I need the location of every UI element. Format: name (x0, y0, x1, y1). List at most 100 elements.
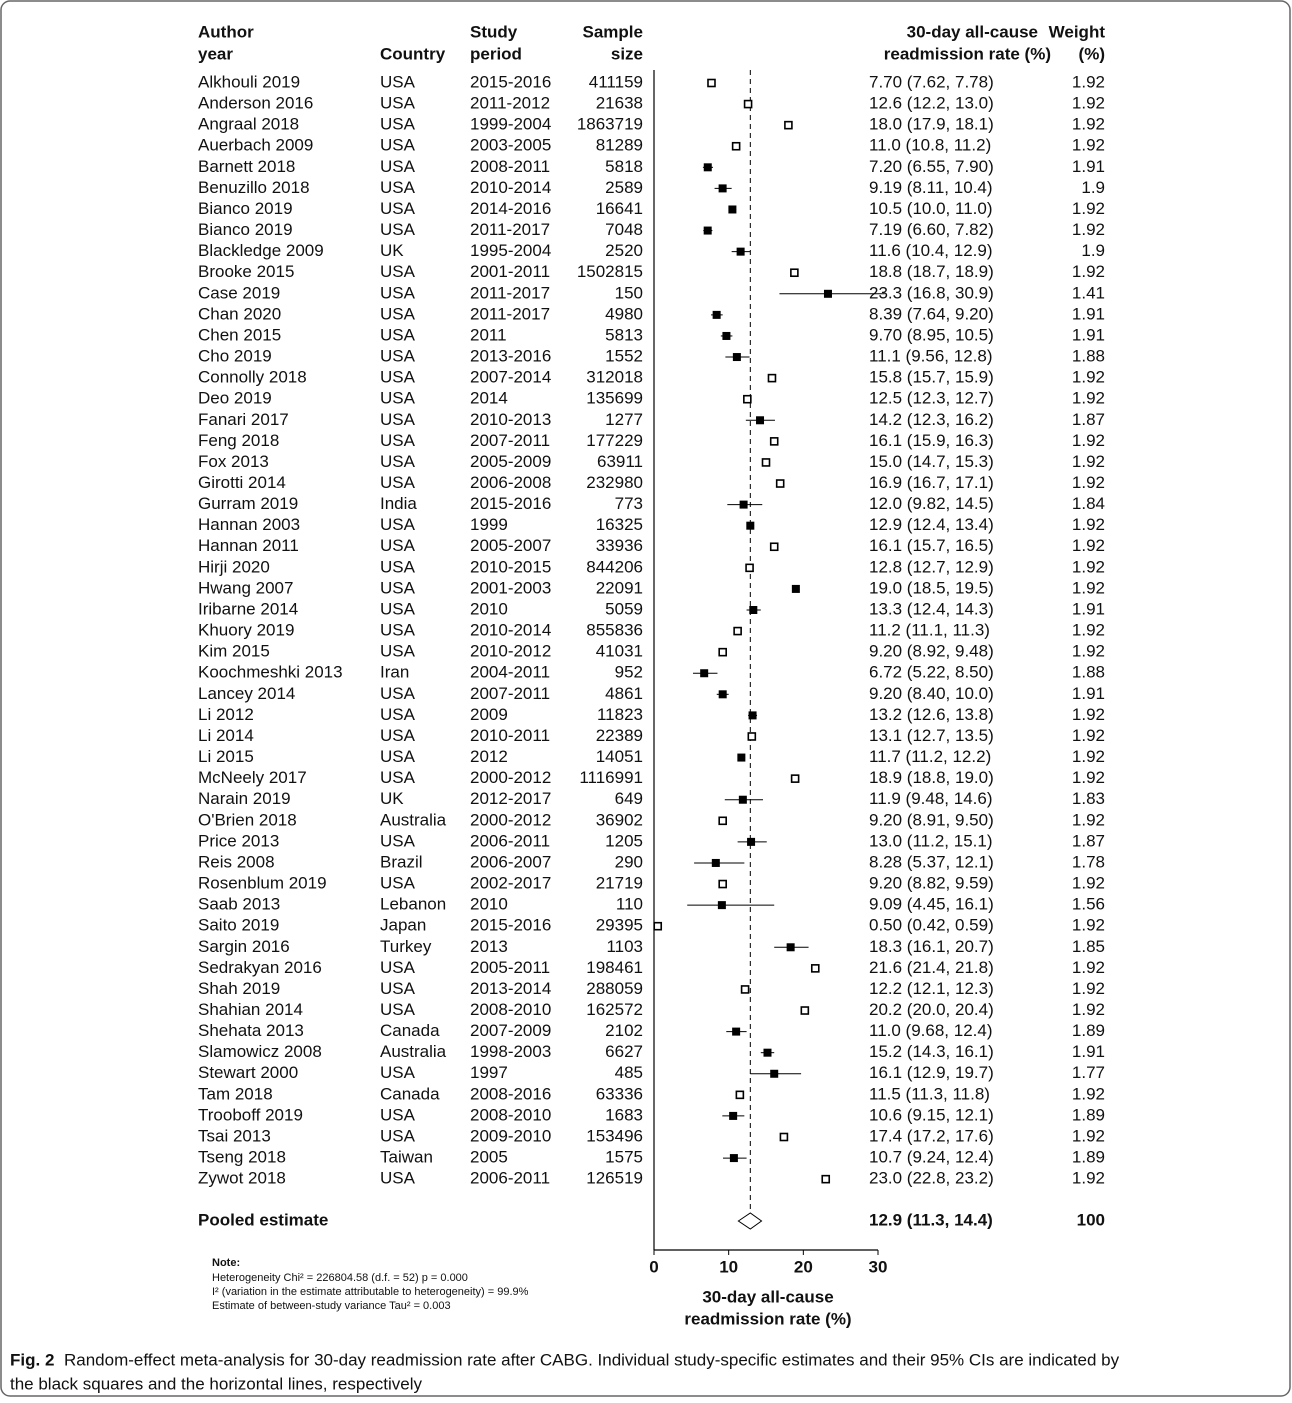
country: UK (380, 789, 404, 808)
study-period: 1999 (470, 515, 508, 534)
country: USA (380, 452, 416, 471)
sample-size: 5818 (605, 157, 643, 176)
study-period: 2010-2012 (470, 642, 551, 661)
estimate-square (749, 606, 758, 614)
weight: 1.92 (1072, 1000, 1105, 1019)
study-period: 2010 (470, 895, 508, 914)
estimate-label: 9.70 (8.95, 10.5) (869, 325, 994, 344)
country: USA (380, 72, 416, 91)
sample-size: 1552 (605, 347, 643, 366)
country: USA (380, 368, 416, 387)
estimate-square (800, 1006, 810, 1015)
estimate-label: 12.5 (12.3, 12.7) (869, 389, 994, 408)
author: Chan 2020 (198, 304, 281, 323)
sample-size: 22091 (596, 578, 643, 597)
country: USA (380, 726, 416, 745)
sample-size: 4980 (605, 304, 643, 323)
estimate-square (743, 394, 752, 404)
study-period: 2012-2017 (470, 789, 551, 808)
weight: 1.92 (1072, 115, 1105, 134)
study-period: 2007-2009 (470, 1021, 551, 1040)
country: USA (380, 473, 416, 492)
estimate-square (737, 753, 746, 762)
estimate-square (729, 1154, 738, 1163)
study-period: 2008-2010 (470, 1000, 551, 1019)
study-period: 2006-2011 (470, 1169, 550, 1188)
estimate-label: 13.0 (11.2, 15.1) (869, 831, 993, 850)
sample-size: 2520 (605, 241, 643, 260)
country: USA (380, 874, 416, 893)
study-period: 2007-2011 (470, 684, 550, 703)
estimate-label: 9.20 (8.91, 9.50) (869, 810, 994, 829)
author: Fanari 2017 (198, 410, 289, 429)
estimate-square (779, 1132, 789, 1142)
x-axis-title: 30-day all-cause (702, 1287, 833, 1306)
sample-size: 153496 (586, 1126, 643, 1145)
study-period: 2002-2017 (470, 874, 551, 893)
sample-size: 485 (615, 1063, 643, 1082)
sample-size: 7048 (605, 220, 643, 239)
study-period: 2015-2016 (470, 72, 551, 91)
header: Country (380, 44, 446, 63)
study-period: 2015-2016 (470, 916, 551, 935)
estimate-label: 9.20 (8.92, 9.48) (869, 642, 994, 661)
estimate-label: 10.7 (9.24, 12.4) (869, 1148, 994, 1167)
study-period: 2000-2012 (470, 810, 551, 829)
study-period: 2010-2014 (470, 178, 551, 197)
weight: 1.92 (1072, 72, 1105, 91)
weight: 1.83 (1072, 789, 1105, 808)
country: USA (380, 536, 416, 555)
sample-size: 16325 (596, 515, 643, 534)
author: Chen 2015 (198, 325, 281, 344)
estimate-label: 7.70 (7.62, 7.78) (869, 72, 994, 91)
sample-size: 5813 (605, 325, 643, 344)
study-period: 2011-2017 (470, 304, 550, 323)
country: USA (380, 599, 416, 618)
country: USA (380, 768, 416, 787)
author: Auerbach 2009 (198, 136, 313, 155)
study-period: 2011-2012 (470, 94, 550, 113)
estimate-square (718, 184, 727, 193)
weight: 1.92 (1072, 473, 1105, 492)
pooled-weight: 100 (1077, 1210, 1105, 1229)
study-period: 2006-2008 (470, 473, 551, 492)
caption-label: Fig. 2 (10, 1350, 54, 1369)
estimate-square (732, 353, 741, 362)
sample-size: 4861 (605, 684, 643, 703)
sample-size: 844206 (586, 557, 643, 576)
weight: 1.92 (1072, 136, 1105, 155)
sample-size: 649 (615, 789, 643, 808)
estimate-label: 15.2 (14.3, 16.1) (869, 1042, 994, 1061)
estimate-square (718, 879, 727, 889)
country: UK (380, 241, 404, 260)
sample-size: 312018 (586, 368, 643, 387)
study-period: 2005-2007 (470, 536, 551, 555)
estimate-label: 12.6 (12.2, 13.0) (869, 94, 994, 113)
estimate-square (733, 626, 742, 636)
estimate-square (712, 310, 721, 319)
estimate-square (823, 289, 832, 298)
weight: 1.92 (1072, 220, 1105, 239)
author: Benuzillo 2018 (198, 178, 310, 197)
estimate-label: 11.0 (10.8, 11.2) (869, 136, 991, 155)
weight: 1.84 (1072, 494, 1105, 513)
sample-size: 952 (615, 663, 643, 682)
country: USA (380, 262, 416, 281)
sample-size: 21638 (596, 94, 643, 113)
country: USA (380, 178, 416, 197)
study-period: 2012 (470, 747, 508, 766)
study-period: 2010-2014 (470, 621, 551, 640)
estimate-square (745, 563, 754, 573)
weight: 1.91 (1072, 157, 1105, 176)
sample-size: 411159 (589, 72, 643, 91)
author: Gurram 2019 (198, 494, 298, 513)
estimate-square (763, 1048, 772, 1057)
estimate-label: 12.2 (12.1, 12.3) (869, 979, 994, 998)
sample-size: 29395 (596, 916, 643, 935)
estimate-square (739, 500, 748, 509)
estimate-label: 8.28 (5.37, 12.1) (869, 852, 994, 871)
sample-size: 1863719 (577, 115, 643, 134)
study-period: 2010-2011 (470, 726, 550, 745)
study-period: 2015-2016 (470, 494, 551, 513)
